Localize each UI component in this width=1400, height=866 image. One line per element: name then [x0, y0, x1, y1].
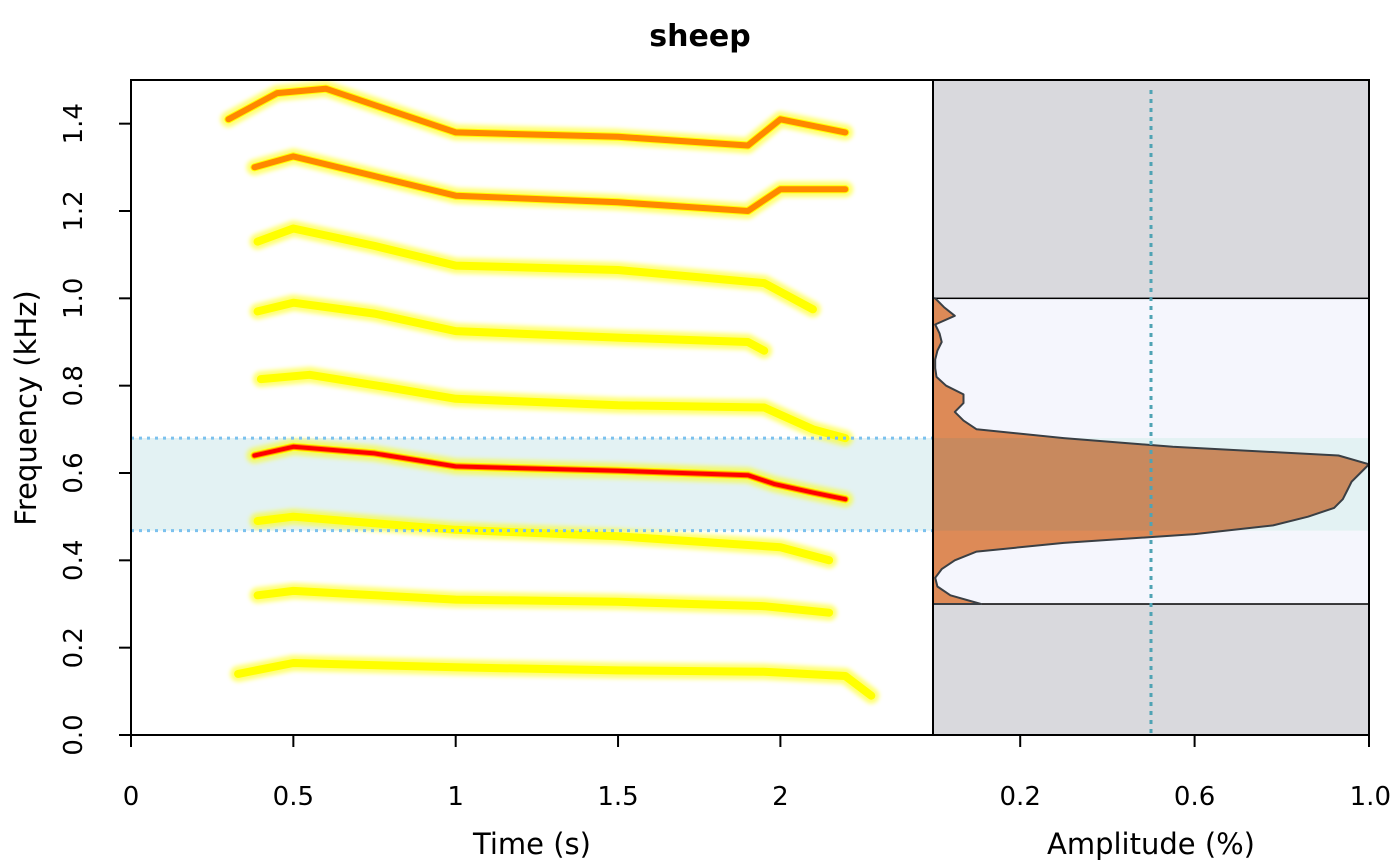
spectrogram-harmonics — [220, 80, 880, 704]
y-tick-label-frequency-1: 0.2 — [59, 627, 89, 668]
x-tick-label-time-2: 1 — [447, 782, 464, 812]
harmonic-5-band — [256, 370, 850, 443]
harmonic-7-band — [253, 224, 817, 314]
x-tick-label-time-1: 0.5 — [273, 782, 314, 812]
x-tick-label-time-0: 0 — [123, 782, 140, 812]
x-tick-label-amplitude-0: 0.2 — [1000, 782, 1041, 812]
harmonic-6 — [249, 294, 773, 359]
chart-title: sheep — [649, 19, 750, 54]
harmonic-6-band — [253, 298, 769, 355]
harmonic-9-core — [225, 85, 849, 149]
x-axis-title-amplitude: Amplitude (%) — [1047, 827, 1255, 861]
harmonic-8-core — [251, 153, 849, 214]
harmonic-9 — [220, 80, 854, 154]
harmonic-5 — [252, 366, 854, 447]
spectrogram-band-lines — [131, 436, 1369, 533]
harmonic-1-band — [234, 659, 876, 700]
y-tick-label-frequency-4: 0.8 — [59, 365, 89, 406]
harmonic-8 — [246, 148, 854, 219]
spectrogram-panel — [131, 80, 1369, 735]
harmonic-3-band — [253, 512, 834, 565]
y-tick-label-frequency-5: 1.0 — [59, 278, 89, 319]
y-tick-label-frequency-3: 0.6 — [59, 452, 89, 493]
amplitude-panel — [932, 80, 1370, 735]
y-tick-label-frequency-0: 0.0 — [59, 714, 89, 755]
x-tick-label-time-3: 1.5 — [597, 782, 638, 812]
harmonic-1 — [230, 655, 880, 704]
harmonic-4-peak — [252, 444, 848, 502]
harmonic-7 — [249, 220, 821, 318]
x-tick-label-time-4: 2 — [772, 782, 789, 812]
x-tick-label-amplitude-1: 0.6 — [1174, 782, 1215, 812]
harmonic-3 — [249, 508, 838, 569]
amplitude-spectrum-band-area — [933, 438, 1369, 531]
x-tick-label-amplitude-2: 1.0 — [1350, 782, 1391, 812]
x-axis-title-time: Time (s) — [472, 827, 591, 861]
harmonic-2-band — [253, 586, 834, 617]
y-tick-label-frequency-6: 1.2 — [59, 190, 89, 231]
y-axis-title-frequency: Frequency (kHz) — [9, 290, 43, 525]
amplitude-frame — [932, 79, 1370, 736]
amplitude-spectrum-outline — [933, 297, 1369, 605]
harmonic-2 — [249, 582, 838, 621]
y-tick-label-frequency-7: 1.4 — [59, 103, 89, 144]
y-tick-label-frequency-2: 0.4 — [59, 540, 89, 581]
harmonic-4 — [246, 438, 854, 508]
